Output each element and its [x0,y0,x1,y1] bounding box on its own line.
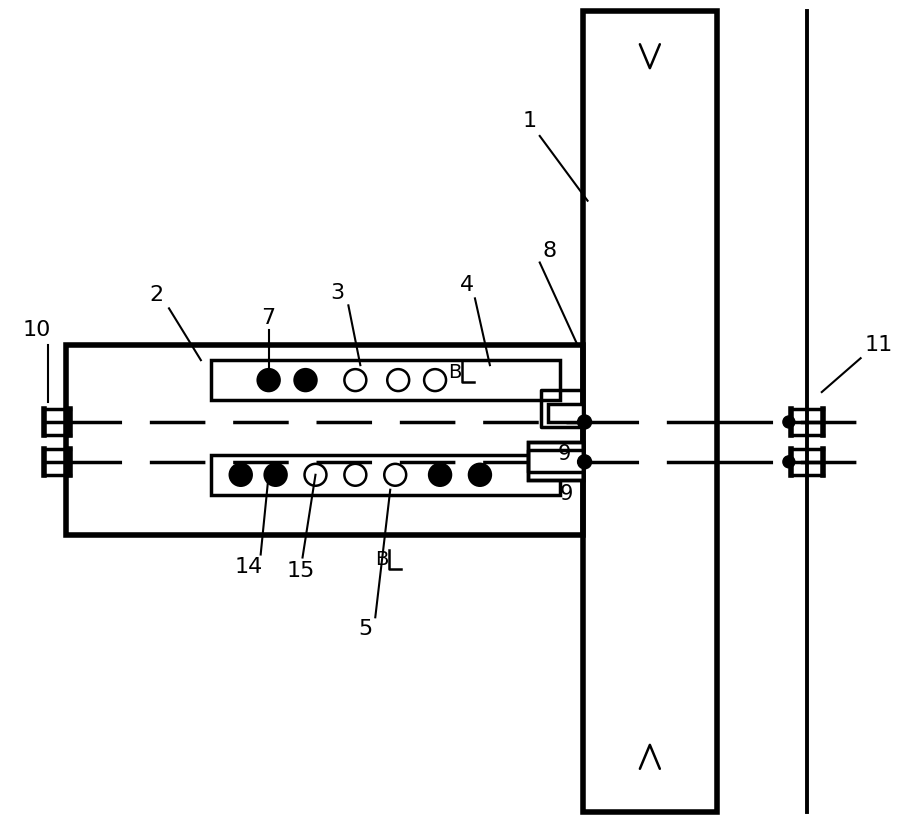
Bar [211,360,560,400]
Text: 9: 9 [560,484,574,504]
Text: 4: 4 [460,276,474,295]
Bar [211,455,560,495]
Bar [66,345,583,535]
Text: 9: 9 [558,444,571,464]
Circle shape [469,464,491,486]
Circle shape [577,415,591,429]
Circle shape [783,456,795,467]
Text: 14: 14 [235,557,263,578]
Text: 5: 5 [358,619,373,639]
Text: 8: 8 [543,240,556,261]
Bar [548,444,583,462]
Circle shape [783,416,795,428]
Text: 3: 3 [330,283,344,304]
Circle shape [387,370,409,391]
Circle shape [258,370,280,391]
Circle shape [305,464,327,486]
Bar [583,12,717,811]
Text: 10: 10 [22,320,50,340]
Bar [528,442,583,480]
Circle shape [295,370,317,391]
Text: 7: 7 [262,309,275,328]
Circle shape [385,464,406,486]
Text: 1: 1 [522,111,537,131]
Bar [548,404,583,422]
Text: B: B [448,363,462,382]
Text: 2: 2 [149,286,163,305]
Circle shape [344,370,366,391]
Circle shape [230,464,252,486]
Text: 11: 11 [865,335,892,356]
Text: 15: 15 [286,561,315,582]
Circle shape [577,455,591,469]
Circle shape [264,464,286,486]
Bar [528,442,583,480]
Circle shape [429,464,451,486]
Circle shape [344,464,366,486]
Circle shape [424,370,446,391]
Text: B: B [375,550,388,569]
